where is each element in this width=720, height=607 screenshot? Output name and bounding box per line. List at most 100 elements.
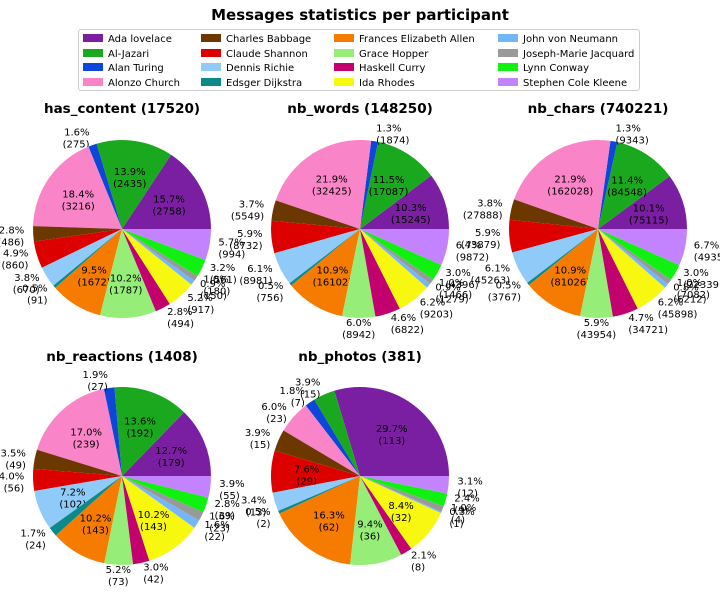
- pie-label: 3.0% (42): [143, 563, 168, 586]
- pie-slice: [279, 476, 360, 565]
- pie-slice: [342, 229, 376, 319]
- legend-label: Grace Hopper: [359, 48, 429, 60]
- pie-slice: [34, 476, 122, 529]
- pie-slice: [122, 476, 204, 521]
- pie-slice: [360, 141, 432, 229]
- legend-item: Grace Hopper: [334, 48, 428, 62]
- pie-label: 1.7% (24): [20, 528, 46, 551]
- pie-slice: [598, 140, 618, 229]
- pie-label: 13.6% (192): [124, 417, 156, 440]
- pie-label: 6.0% (23): [261, 402, 287, 425]
- pie-label: 0.5% (756): [257, 281, 284, 304]
- pie-label: 7.6% (29): [294, 464, 319, 487]
- pie-slice: [360, 229, 431, 288]
- pie-label: 3.0% (22339): [683, 268, 720, 291]
- pie-slice: [41, 229, 123, 286]
- pie-label: 2.8% (494): [167, 307, 194, 330]
- legend-item: Lynn Conway: [498, 62, 589, 76]
- pie-slice: [96, 140, 172, 229]
- pie-label: 3.4% (13): [241, 496, 267, 519]
- pie-slice: [314, 390, 360, 476]
- pie-label: 4.7% (34721): [628, 313, 668, 336]
- pie-slice: [122, 229, 206, 277]
- pie-slice: [360, 476, 448, 507]
- pie-label: 6.7% (9872): [456, 240, 489, 263]
- pie-slice: [122, 476, 211, 498]
- pie-slice: [508, 219, 598, 253]
- pie-label: 1.3% (9343): [616, 124, 649, 147]
- pie-slice: [122, 476, 150, 565]
- pie-label: 3.7% (5549): [231, 200, 264, 223]
- pie-label: 10.9% (81026): [550, 266, 590, 289]
- pie-slice: [122, 229, 192, 305]
- pie-slice: [360, 229, 434, 284]
- pie-label: 6.2% (45898): [658, 298, 698, 321]
- pie-title: has_content (17520): [44, 101, 200, 117]
- legend-swatch: [498, 63, 518, 71]
- pie-slice: [334, 387, 449, 476]
- pie-label: 1.3% (1874): [376, 123, 409, 146]
- pie-slice: [360, 476, 412, 555]
- pie-slice: [598, 229, 672, 285]
- pie-label: 3.5% (49): [0, 449, 26, 472]
- pie-label: 0.8% (6212): [673, 283, 706, 306]
- pie-label: 1.8% (7): [279, 386, 304, 409]
- pie-label: 5.2% (73): [106, 565, 131, 588]
- legend-item: Alan Turing: [83, 62, 164, 76]
- pie-slice: [274, 229, 360, 284]
- legend-item: Dennis Richie: [201, 62, 294, 76]
- pie-label: 4.0% (56): [0, 471, 24, 494]
- pie-label: 5.9% (43879): [461, 228, 501, 251]
- legend-label: Haskell Curry: [359, 63, 426, 74]
- pie-label: 6.1% (45263): [471, 263, 511, 286]
- pie-slice: [278, 476, 360, 514]
- pie-label: 10.1% (75115): [629, 203, 669, 226]
- pie-slice: [514, 140, 611, 229]
- legend-label: Dennis Richie: [226, 63, 295, 74]
- pie-slice: [55, 476, 122, 564]
- pie-slice: [360, 476, 441, 549]
- pie-slice: [36, 388, 123, 476]
- pie-label: 2.1% (8): [411, 551, 436, 574]
- pie-slice: [100, 229, 156, 319]
- pie-label: 10.2% (143): [138, 510, 170, 533]
- legend-item: Frances Elizabeth Allen: [334, 33, 475, 47]
- legend-item: Joseph-Marie Jacquard: [498, 48, 634, 62]
- pie-label: 10.2% (1787): [109, 273, 142, 296]
- legend-swatch: [498, 34, 518, 42]
- pie-slice: [509, 199, 598, 229]
- pie-slice: [360, 140, 379, 229]
- pie-label: 3.1% (12): [457, 477, 482, 500]
- pie-slice: [55, 229, 122, 316]
- pie-slice: [33, 226, 123, 242]
- legend-label: John von Neumann: [523, 34, 618, 45]
- pie-label: 2.4% (9): [454, 493, 479, 516]
- pie-slice: [360, 476, 444, 512]
- legend-swatch: [201, 48, 221, 57]
- legend-swatch: [334, 77, 354, 86]
- pie-label: 6.1% (8981): [239, 264, 272, 287]
- pie-slice: [291, 229, 360, 317]
- pie-label: 1.9% (27): [82, 370, 108, 393]
- legend-item: Ada lovelace: [83, 33, 172, 47]
- pie-slice: [360, 229, 427, 309]
- pie-label: 3.8% (27888): [463, 198, 503, 221]
- pie-chart: nb_reactions (1408) 12.7% (179) 13.6% (192) 1…: [0, 349, 245, 588]
- legend-item: Claude Shannon: [201, 48, 308, 62]
- legend-swatch: [498, 48, 518, 57]
- pie-slice: [360, 229, 442, 280]
- pie-label: 3.8% (670): [13, 273, 40, 296]
- legend-swatch: [334, 48, 354, 57]
- pie-label: 3.9% (15): [295, 378, 321, 401]
- pie-label: 18.4% (3216): [62, 190, 95, 213]
- pie-label: 21.9% (162028): [547, 174, 593, 197]
- pie-slice: [104, 476, 134, 566]
- legend-label: Alan Turing: [108, 63, 164, 74]
- pie-label: 6.7%(49354): [694, 240, 720, 263]
- pie-slice: [122, 476, 209, 513]
- pie-slice: [598, 229, 680, 280]
- pie-slice: [350, 476, 402, 566]
- pie-label: 3.9% (15): [245, 428, 271, 451]
- legend-swatch: [83, 63, 103, 71]
- pie-slice: [271, 450, 360, 493]
